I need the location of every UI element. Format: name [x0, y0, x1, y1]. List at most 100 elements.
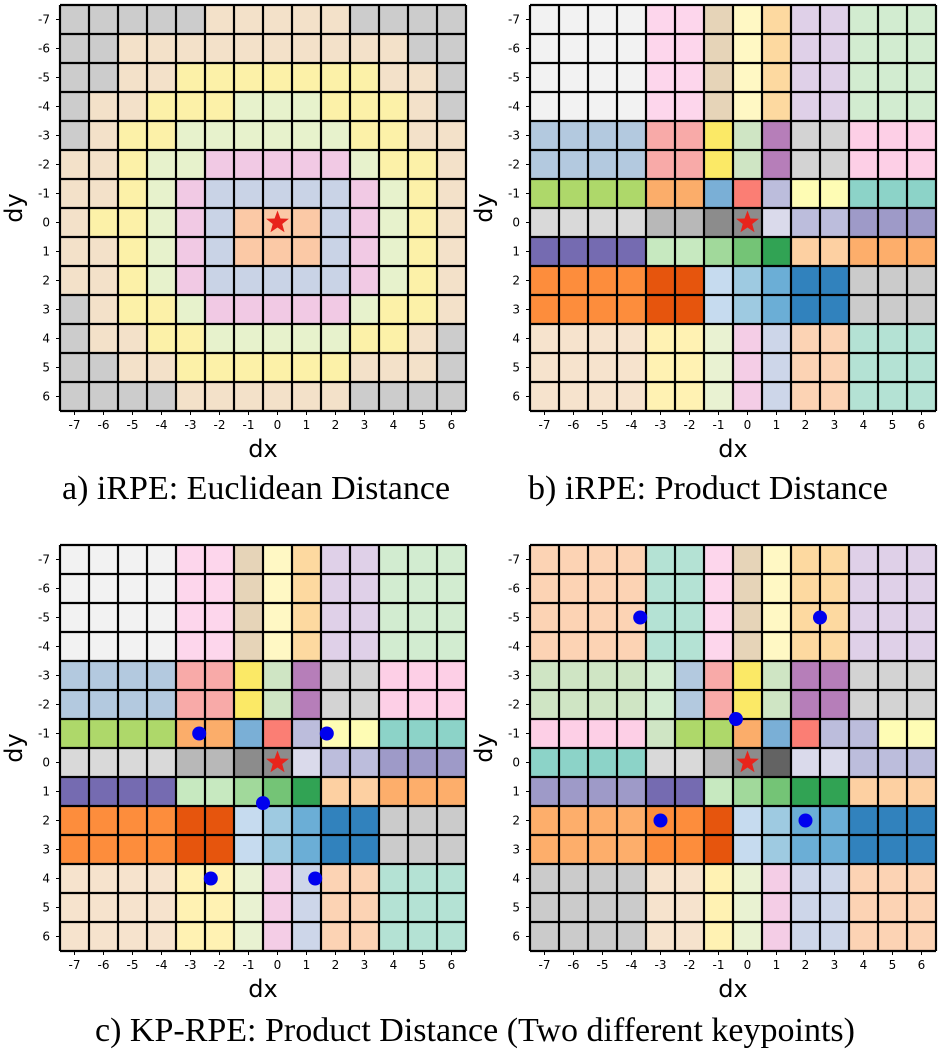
grid-cell: [617, 922, 646, 951]
grid-cell: [878, 922, 907, 951]
grid-cell: [559, 922, 588, 951]
grid-cell: [617, 179, 646, 208]
grid-cell: [762, 63, 791, 92]
grid-cell: [762, 864, 791, 893]
grid-cell: [89, 266, 118, 295]
keypoint-dot: [203, 871, 218, 886]
grid-cell: [118, 208, 147, 237]
grid-cell: [263, 353, 292, 382]
grid-cell: [878, 295, 907, 324]
y-tick-label: -2: [508, 698, 520, 712]
grid-cell: [704, 382, 733, 411]
grid-cell: [849, 806, 878, 835]
grid-cell: [147, 748, 176, 777]
panel-a-euclidean-grid: -7 -6 -5 -4 -3 -2 -1 0 1 2 3 4 5 6 -7 -6 -5 -4 -3 -2 -1 0 1 2 3 4…: [0, 3, 468, 462]
grid-cell: [234, 382, 263, 411]
grid-cell: [292, 748, 321, 777]
grid-cell: [559, 806, 588, 835]
x-tick-label: 5: [889, 418, 897, 432]
grid-cell: [588, 661, 617, 690]
grid-cell: [530, 179, 559, 208]
grid-cell: [89, 382, 118, 411]
grid-cell: [675, 806, 704, 835]
grid-cell: [408, 661, 437, 690]
grid-cell: [849, 150, 878, 179]
grid-cell: [234, 661, 263, 690]
grid-cell: [849, 92, 878, 121]
grid-cell: [60, 632, 89, 661]
grid-cell: [878, 835, 907, 864]
y-tick-label: -7: [508, 13, 520, 27]
grid-cell: [379, 324, 408, 353]
grid-cell: [437, 690, 466, 719]
grid-cell: [762, 34, 791, 63]
grid-cell: [408, 92, 437, 121]
grid-cell: [820, 835, 849, 864]
grid-cell: [234, 150, 263, 179]
grid-cell: [733, 237, 762, 266]
grid-cell: [118, 150, 147, 179]
grid-cell: [147, 603, 176, 632]
grid-cell: [118, 574, 147, 603]
grid-cell: [118, 922, 147, 951]
grid-cell: [263, 295, 292, 324]
grid-cell: [704, 92, 733, 121]
grid-cell: [530, 545, 559, 574]
grid-cell: [675, 690, 704, 719]
grid-cell: [733, 835, 762, 864]
grid-cell: [234, 603, 263, 632]
grid-cell: [646, 719, 675, 748]
grid-cell: [292, 63, 321, 92]
grid-cell: [60, 893, 89, 922]
grid-cell: [617, 34, 646, 63]
grid-cell: [292, 603, 321, 632]
x-tick-label: 6: [448, 418, 456, 432]
grid-cell: [147, 632, 176, 661]
grid-cell: [878, 603, 907, 632]
grid-cell: [820, 34, 849, 63]
grid-cell: [118, 719, 147, 748]
grid-cell: [89, 208, 118, 237]
grid-cell: [379, 382, 408, 411]
x-tick-label: -4: [626, 958, 638, 972]
grid-cell: [675, 179, 704, 208]
grid-cell: [234, 893, 263, 922]
grid-cell: [89, 632, 118, 661]
y-tick-label: 4: [42, 332, 50, 346]
grid-cell: [437, 150, 466, 179]
grid-cell: [849, 864, 878, 893]
x-tick-label: 0: [274, 418, 282, 432]
grid-cell: [559, 574, 588, 603]
grid-cell: [559, 777, 588, 806]
y-tick-label: 3: [512, 303, 520, 317]
grid-cell: [762, 690, 791, 719]
grid-cell: [820, 574, 849, 603]
grid-cell: [205, 92, 234, 121]
grid-cell: [176, 632, 205, 661]
grid-cell: [350, 690, 379, 719]
grid-cell: [292, 632, 321, 661]
grid-cell: [263, 92, 292, 121]
grid-cell: [408, 63, 437, 92]
grid-cell: [617, 719, 646, 748]
grid-cell: [878, 63, 907, 92]
grid-cell: [205, 208, 234, 237]
grid-cell: [408, 922, 437, 951]
grid-cell: [559, 661, 588, 690]
grid-cell: [849, 603, 878, 632]
grid-cell: [646, 545, 675, 574]
grid-cell: [588, 92, 617, 121]
grid-cell: [147, 661, 176, 690]
grid-cell: [89, 5, 118, 34]
grid-cell: [675, 893, 704, 922]
grid-cell: [60, 603, 89, 632]
grid-cell: [263, 806, 292, 835]
grid-cell: [437, 661, 466, 690]
grid-cell: [820, 719, 849, 748]
grid-cell: [205, 5, 234, 34]
grid-cell: [791, 922, 820, 951]
grid-cell: [704, 777, 733, 806]
x-tick-label: 5: [419, 958, 427, 972]
grid-cell: [675, 719, 704, 748]
grid-cell: [733, 266, 762, 295]
